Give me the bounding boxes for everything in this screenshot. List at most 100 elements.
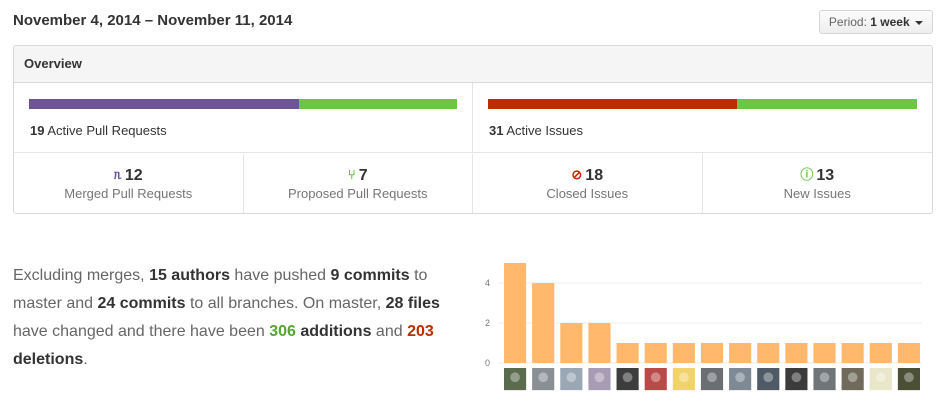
avatar-face — [650, 372, 661, 383]
author-avatar[interactable] — [672, 368, 695, 391]
stat-closed-issues[interactable]: ⊘ 18 Closed Issues — [473, 154, 703, 213]
avatar-face — [819, 372, 830, 383]
bar — [588, 323, 611, 363]
author-avatar[interactable] — [813, 368, 836, 391]
new-issues-segment — [737, 99, 917, 109]
active-issues-count: 31 — [489, 123, 504, 138]
closed-issue-icon: ⊘ — [571, 167, 583, 182]
bar — [672, 343, 695, 363]
summary-text: to master and — [13, 267, 428, 312]
merged-pr-segment — [29, 99, 300, 109]
active-pr-label: Active Pull Requests — [47, 123, 167, 138]
stat-value: 7 — [358, 167, 368, 184]
bar — [560, 323, 583, 363]
active-pr-count: 19 — [30, 123, 45, 138]
stat-proposed-pull-requests[interactable]: ⑂ 7 Proposed Pull Requests — [244, 154, 473, 213]
active-issues-label: Active Issues — [506, 123, 583, 138]
avatar-face — [735, 372, 746, 383]
avatar-face — [791, 372, 802, 383]
issues-bar — [488, 99, 917, 109]
pull-requests-bar — [29, 99, 457, 109]
commit-summary: Excluding merges, 15 authors have pushed… — [13, 262, 453, 374]
avatar-face — [678, 372, 689, 383]
bar — [841, 343, 864, 363]
summary-text: to all branches. On master, — [185, 295, 386, 312]
issues-summary[interactable]: 31 Active Issues — [473, 83, 932, 153]
new-issue-icon: ⓘ — [800, 167, 814, 182]
avatar-face — [594, 372, 605, 383]
author-avatar[interactable] — [588, 368, 611, 391]
author-avatar[interactable] — [757, 368, 780, 391]
bar — [869, 343, 892, 363]
bar — [504, 263, 527, 363]
bar — [897, 343, 920, 363]
stat-value: 18 — [585, 167, 604, 184]
proposed-pr-segment — [299, 99, 457, 109]
overview-stats: ᥰ 12 Merged Pull Requests ⑂ 7 Proposed Pul… — [14, 154, 932, 213]
avatar-face — [566, 372, 577, 383]
deletions-label: deletions — [13, 351, 84, 368]
merged-pr-icon: ᥰ — [113, 167, 122, 182]
author-avatar[interactable] — [869, 368, 892, 391]
stat-value: 13 — [816, 167, 835, 184]
author-avatar[interactable] — [504, 368, 527, 391]
author-avatar[interactable] — [644, 368, 667, 391]
avatar-face — [538, 372, 549, 383]
stat-label: Proposed Pull Requests — [288, 186, 428, 201]
bar — [813, 343, 836, 363]
avatar-face — [622, 372, 633, 383]
avatar-face — [510, 372, 520, 383]
stat-label: New Issues — [783, 186, 851, 201]
all-commits-count[interactable]: 24 commits — [97, 295, 186, 312]
author-avatar[interactable] — [532, 368, 555, 391]
stat-value: 12 — [124, 167, 143, 184]
active-pull-requests: 19 Active Pull Requests — [30, 123, 167, 138]
overview-title: Overview — [14, 46, 932, 83]
commits-by-author-chart: 0 2 4 — [485, 263, 922, 391]
summary-text: have changed and there have been — [13, 323, 270, 340]
author-avatar[interactable] — [616, 368, 639, 391]
bar — [532, 283, 555, 363]
date-range: November 4, 2014 – November 11, 2014 — [13, 12, 293, 29]
stat-label: Closed Issues — [546, 186, 629, 201]
overview-panel: Overview 19 Active Pull Requests 31 Acti… — [13, 45, 933, 214]
y-tick-label: 4 — [485, 278, 490, 288]
avatar-face — [904, 372, 914, 383]
author-avatar[interactable] — [785, 368, 808, 391]
files-changed-count: 28 files — [385, 295, 440, 312]
additions-label: additions — [295, 323, 372, 340]
summary-text: Excluding merges, — [13, 267, 150, 284]
stat-merged-pull-requests[interactable]: ᥰ 12 Merged Pull Requests — [14, 154, 244, 213]
stat-label: Merged Pull Requests — [64, 186, 193, 201]
bar — [785, 343, 808, 363]
summary-text: . — [83, 351, 88, 368]
avatar-face — [707, 372, 717, 383]
summary-text: and — [371, 323, 408, 340]
bar — [729, 343, 752, 363]
master-commits-count[interactable]: 9 commits — [330, 267, 410, 284]
chevron-down-icon — [915, 20, 923, 25]
period-dropdown[interactable]: Period: 1 week — [818, 10, 933, 34]
proposed-pr-icon: ⑂ — [347, 167, 356, 182]
bar — [700, 343, 724, 363]
additions-count: 306 — [269, 323, 296, 340]
author-avatar[interactable] — [700, 368, 724, 391]
active-issues: 31 Active Issues — [489, 123, 583, 138]
deletions-count: 203 — [407, 323, 434, 340]
authors-count[interactable]: 15 authors — [149, 267, 230, 284]
summary-text: have pushed — [229, 267, 331, 284]
author-avatar[interactable] — [560, 368, 583, 391]
stat-new-issues[interactable]: ⓘ 13 New Issues — [703, 154, 933, 213]
bar — [757, 343, 780, 363]
closed-issues-segment — [488, 99, 738, 109]
author-avatar[interactable] — [841, 368, 864, 391]
bar — [616, 343, 639, 363]
author-avatar[interactable] — [897, 368, 920, 391]
overview-summary-row: 19 Active Pull Requests 31 Active Issues — [14, 83, 932, 153]
avatar-face — [847, 372, 858, 383]
bar — [644, 343, 667, 363]
author-avatar[interactable] — [729, 368, 752, 391]
y-tick-label: 2 — [485, 318, 490, 328]
pull-requests-summary[interactable]: 19 Active Pull Requests — [14, 83, 473, 153]
avatar-face — [763, 372, 774, 383]
